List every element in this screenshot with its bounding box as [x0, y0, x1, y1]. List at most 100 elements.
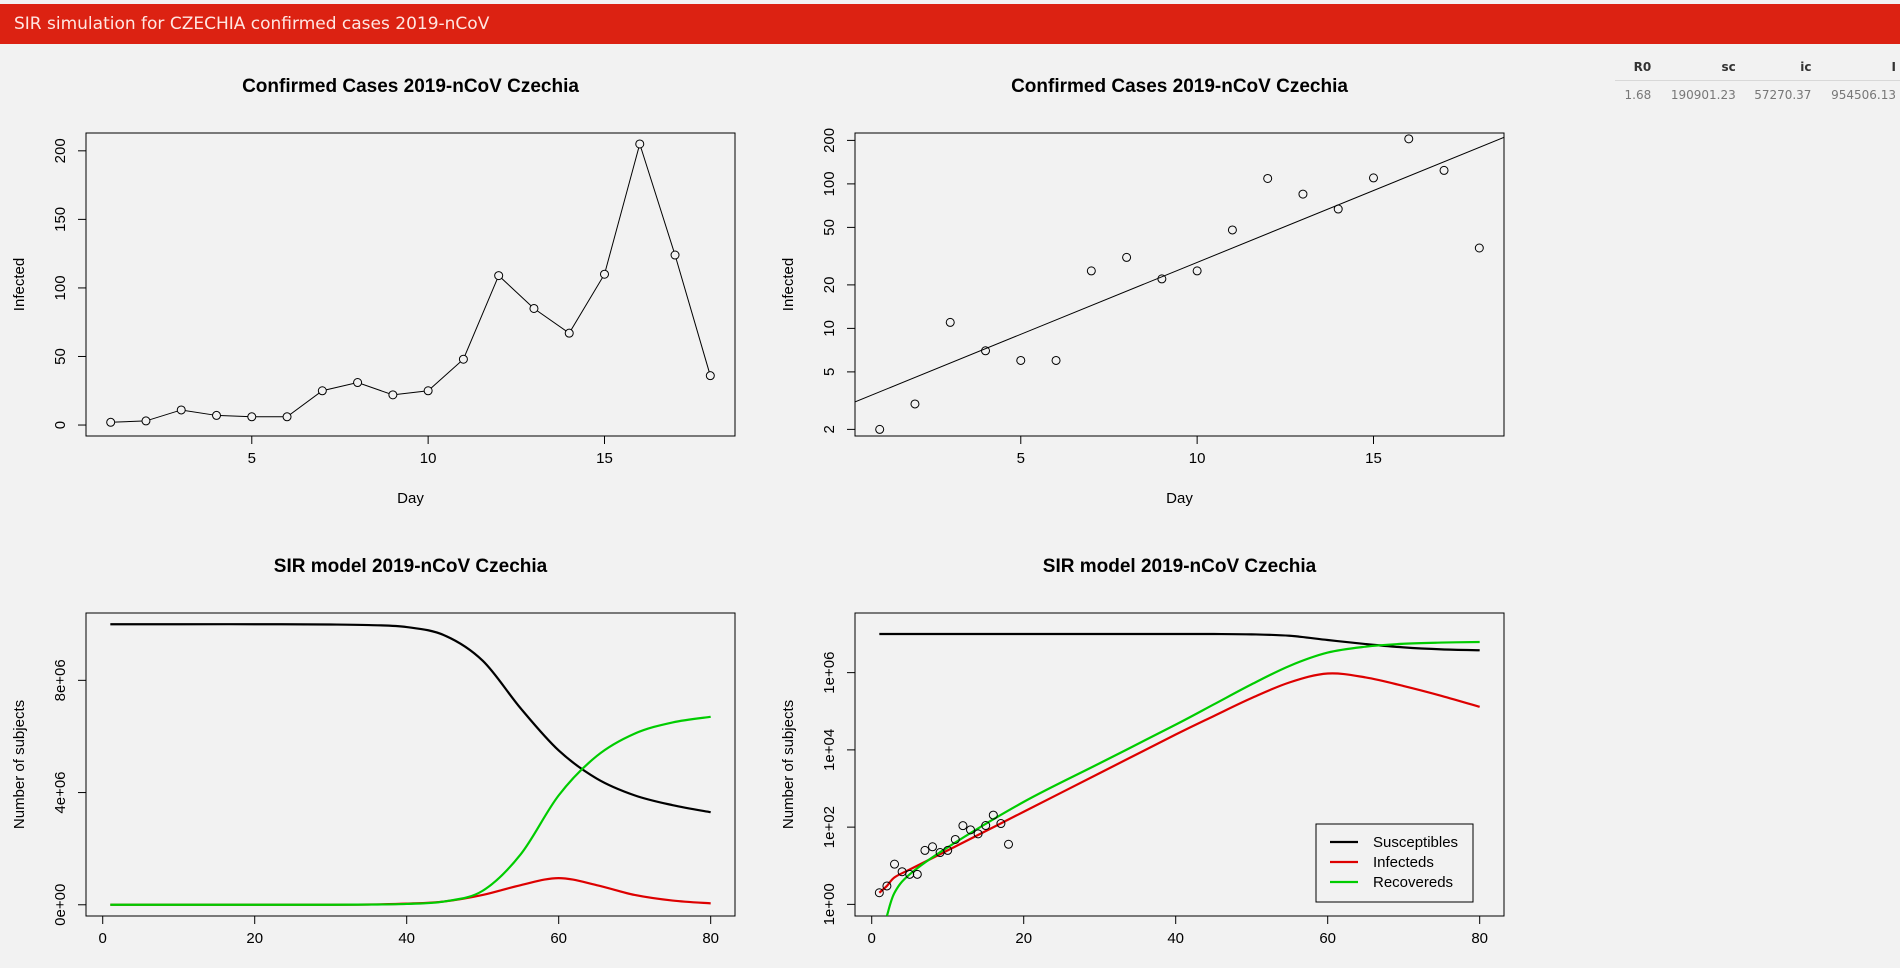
app-title-bar: SIR simulation for CZECHIA confirmed cas… — [0, 4, 1900, 44]
chart-title: Confirmed Cases 2019-nCoV Czechia — [242, 76, 579, 97]
observed-point — [928, 842, 938, 852]
series-line-1 — [879, 632, 1480, 652]
series-line-3 — [885, 640, 1480, 916]
y-tick-label: 0e+00 — [52, 884, 69, 926]
x-tick-label: 20 — [246, 930, 263, 947]
data-point — [458, 354, 468, 364]
params-header-r0: R0 — [1615, 60, 1656, 81]
plots-area: Confirmed Cases 2019-nCoV Czechia Day Infe… — [11, 76, 1505, 947]
params-cell-i: 954506.13 — [1831, 88, 1896, 102]
params-header-ic: ic — [1739, 60, 1816, 81]
data-point — [388, 390, 398, 400]
plot-frame — [85, 132, 736, 437]
y-tick-label: 50 — [821, 219, 838, 236]
app-title: SIR simulation for CZECHIA confirmed cas… — [14, 14, 490, 34]
data-point — [564, 328, 574, 338]
y-tick-label: 100 — [821, 171, 838, 196]
plot-frame — [854, 132, 1505, 437]
observed-point — [943, 845, 953, 855]
x-tick-label: 80 — [702, 930, 719, 947]
chart-panel-1: Confirmed Cases 2019-nCoV Czechia Day Infe… — [11, 76, 736, 507]
table-row: 1.68 190901.23 57270.37 954506.13 — [1615, 81, 1900, 110]
legend-label: Recovereds — [1373, 874, 1453, 891]
x-axis-label: Day — [397, 490, 424, 507]
y-tick-label: 1e+00 — [821, 883, 838, 925]
y-axis-label: Number of subjects — [780, 700, 797, 829]
legend-label: Susceptibles — [1373, 834, 1458, 851]
y-tick-label: 100 — [52, 275, 69, 300]
chart-title: SIR model 2019-nCoV Czechia — [274, 556, 548, 577]
observed-point — [996, 819, 1006, 829]
y-axis-label: Infected — [780, 258, 797, 311]
data-point — [1474, 243, 1484, 253]
y-tick-label: 4e+06 — [52, 771, 69, 813]
series-line-1 — [110, 623, 711, 814]
data-point — [1016, 355, 1026, 365]
observed-point — [1004, 839, 1014, 849]
data-point — [670, 250, 680, 260]
y-tick-label: 50 — [52, 348, 69, 365]
data-point — [1263, 173, 1273, 183]
plot-marks — [874, 632, 1480, 916]
plot-marks — [110, 623, 711, 906]
data-point — [106, 417, 116, 427]
data-point — [945, 317, 955, 327]
data-point — [212, 410, 222, 420]
chart-title: Confirmed Cases 2019-nCoV Czechia — [1011, 76, 1348, 97]
chart-title: SIR model 2019-nCoV Czechia — [1043, 556, 1317, 577]
x-tick-label: 80 — [1471, 930, 1488, 947]
data-point — [1298, 189, 1308, 199]
data-point — [141, 416, 151, 426]
data-point — [635, 139, 645, 149]
x-tick-label: 40 — [398, 930, 415, 947]
x-tick-label: 15 — [1365, 450, 1382, 467]
x-tick-label: 60 — [550, 930, 567, 947]
data-point — [599, 269, 609, 279]
observed-point — [882, 881, 892, 891]
data-point — [494, 271, 504, 281]
x-tick-label: 60 — [1319, 930, 1336, 947]
y-tick-label: 2 — [821, 425, 838, 433]
y-tick-label: 1e+04 — [821, 729, 838, 771]
y-tick-label: 1e+02 — [821, 806, 838, 848]
data-point — [282, 412, 292, 422]
data-point — [1192, 266, 1202, 276]
data-point — [353, 378, 363, 388]
y-tick-label: 1e+06 — [821, 652, 838, 694]
data-point — [1122, 252, 1132, 262]
data-point — [317, 386, 327, 396]
data-point — [1368, 173, 1378, 183]
observed-point — [950, 834, 960, 844]
data-line — [110, 142, 711, 423]
series-line-3 — [110, 715, 711, 906]
chart-panel-3: SIR model 2019-nCoV Czechia Number of sub… — [11, 556, 736, 947]
plot-marks — [106, 139, 715, 427]
legend-label: Infecteds — [1373, 854, 1434, 871]
y-tick-label: 0 — [52, 421, 69, 429]
data-point — [1157, 274, 1167, 284]
data-point — [910, 399, 920, 409]
observed-point — [920, 845, 930, 855]
x-tick-label: 20 — [1015, 930, 1032, 947]
x-tick-label: 40 — [1167, 930, 1184, 947]
series-line-2 — [110, 877, 711, 906]
data-point — [981, 346, 991, 356]
y-axis-label: Number of subjects — [11, 700, 28, 829]
observed-point — [912, 869, 922, 879]
plot-frame — [854, 612, 1505, 917]
y-tick-label: 200 — [52, 138, 69, 163]
chart-panel-4: SIR model 2019-nCoV Czechia Number of sub… — [780, 556, 1505, 947]
parameters-table: R0 sc ic I 1.68 190901.23 57270.37 95450… — [1615, 60, 1900, 109]
plot-frame — [85, 612, 736, 917]
fit-line — [855, 136, 1504, 403]
x-tick-label: 10 — [420, 450, 437, 467]
x-tick-label: 0 — [99, 930, 107, 947]
observed-point — [958, 821, 968, 831]
legend: Susceptibles Infecteds Recovereds — [1315, 823, 1474, 903]
y-tick-label: 150 — [52, 207, 69, 232]
data-point — [423, 386, 433, 396]
observed-point — [890, 859, 900, 869]
params-header-row: R0 sc ic I — [1615, 60, 1900, 81]
observed-point — [874, 888, 884, 898]
y-tick-label: 5 — [821, 368, 838, 376]
